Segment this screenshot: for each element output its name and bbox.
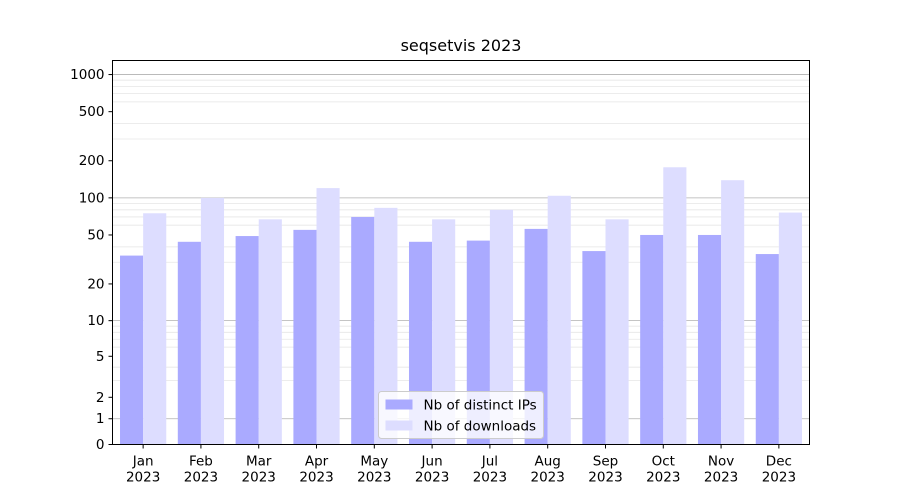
legend-swatch: [385, 420, 413, 431]
x-tick-label-month: Jul: [481, 454, 498, 470]
x-tick-label-month: Oct: [652, 454, 675, 470]
x-tick-label-year: 2023: [588, 470, 622, 486]
y-tick-label: 20: [87, 276, 104, 292]
legend-label: Nb of downloads: [424, 419, 537, 435]
bar-downloads-nov: [721, 180, 745, 445]
x-tick-label-year: 2023: [184, 470, 218, 486]
bar-distinct-ips-nov: [697, 234, 722, 445]
bar-downloads-apr: [316, 188, 340, 445]
bar-distinct-ips-dec: [755, 254, 779, 445]
x-tick-label-month: May: [360, 454, 388, 470]
x-tick-label-year: 2023: [531, 470, 565, 486]
bar-downloads-jun: [432, 219, 456, 445]
x-tick-label-month: Feb: [189, 454, 213, 470]
bar-downloads-aug: [547, 195, 571, 445]
bar-downloads-may: [374, 207, 398, 445]
y-tick-label: 1000: [70, 67, 104, 83]
x-axis: Jan2023Feb2023Mar2023Apr2023May2023Jun20…: [126, 444, 796, 486]
y-tick-label: 1: [96, 411, 105, 427]
bar-downloads-oct: [663, 167, 687, 445]
y-tick-label: 100: [79, 190, 105, 206]
x-tick-label-year: 2023: [704, 470, 738, 486]
bar-distinct-ips-oct: [640, 234, 664, 445]
x-tick-label-year: 2023: [415, 470, 449, 486]
bar-downloads-dec: [778, 212, 802, 445]
y-tick-label: 50: [87, 227, 104, 243]
bar-distinct-ips-mar: [235, 236, 259, 445]
y-tick-label: 0: [96, 437, 105, 453]
bar-distinct-ips-feb: [177, 241, 201, 445]
grid-lines: [112, 74, 810, 420]
x-tick-label-month: Nov: [708, 454, 734, 470]
bar-downloads-sep: [605, 219, 629, 445]
bar-distinct-ips-apr: [293, 229, 317, 445]
bar-downloads-jan: [143, 213, 167, 445]
y-tick-label: 500: [79, 104, 105, 120]
plot-frame: [112, 60, 810, 445]
x-tick-label-year: 2023: [242, 470, 276, 486]
x-tick-label-month: Apr: [305, 454, 329, 470]
x-tick-label-month: Jun: [421, 454, 443, 470]
bar-distinct-ips-may: [351, 216, 375, 445]
legend-swatch: [385, 399, 413, 410]
y-tick-label: 2: [96, 390, 105, 406]
x-tick-label-month: Sep: [593, 454, 618, 470]
y-axis: 0 1 2 5 10 20 50 100 200 500 1000: [70, 67, 113, 453]
bars: [120, 167, 802, 445]
x-tick-label-month: Jan: [132, 454, 154, 470]
bar-downloads-mar: [258, 219, 282, 445]
x-tick-label-month: Aug: [535, 454, 561, 470]
x-tick-label-year: 2023: [126, 470, 160, 486]
x-tick-label-month: Mar: [246, 454, 272, 470]
bar-distinct-ips-aug: [524, 228, 548, 445]
x-tick-label-year: 2023: [473, 470, 507, 486]
x-tick-label-year: 2023: [357, 470, 391, 486]
x-tick-label-month: Dec: [766, 454, 792, 470]
legend-label: Nb of distinct IPs: [424, 398, 537, 414]
bar-downloads-jul: [489, 209, 514, 445]
x-tick-label-year: 2023: [299, 470, 333, 486]
legend: Nb of distinct IPs Nb of downloads: [378, 391, 544, 439]
bar-distinct-ips-jan: [120, 255, 144, 445]
chart-title: seqsetvis 2023: [401, 36, 522, 55]
y-tick-label: 200: [79, 153, 105, 169]
legend-box: [378, 391, 544, 439]
x-tick-label-year: 2023: [646, 470, 680, 486]
y-tick-label: 5: [96, 349, 105, 365]
x-tick-label-year: 2023: [762, 470, 796, 486]
bar-downloads-feb: [200, 197, 225, 445]
bar-distinct-ips-sep: [582, 251, 606, 445]
y-tick-label: 10: [87, 313, 104, 329]
